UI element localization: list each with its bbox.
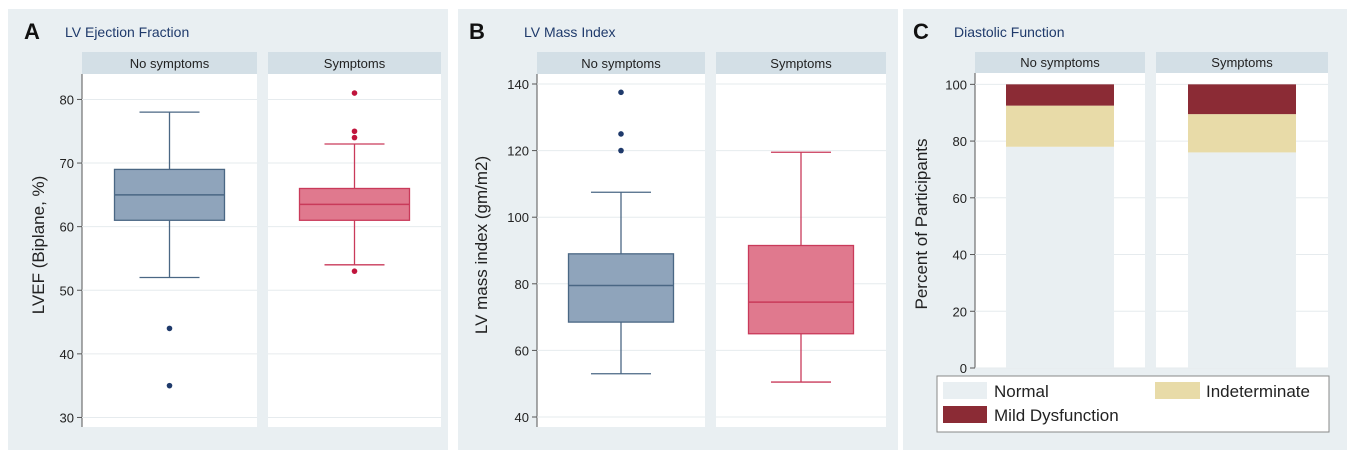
panel-a-y-tick-label: 80 <box>60 92 74 107</box>
panel-b-facet-label-symptoms: Symptoms <box>770 56 832 71</box>
panel-a-y-tick-label: 60 <box>60 220 74 235</box>
panel-c-marks <box>975 83 1328 369</box>
panel-a-y-tick-label: 30 <box>60 410 74 425</box>
panel-c-y-axis-label: Percent of Participants <box>912 138 931 309</box>
panel-c-y-tick-label: 0 <box>960 361 967 376</box>
panel-a-y-tick-label: 70 <box>60 156 74 171</box>
panel-b-marks <box>537 83 886 418</box>
stacked-bar-segment-normal <box>1188 152 1296 368</box>
box-iqr <box>567 253 675 323</box>
panel-b-y-axis: 40 60 80 100 120 140 <box>507 74 538 427</box>
panel-a-title: LV Ejection Fraction <box>65 24 189 40</box>
panel-b-y-tick-label: 40 <box>515 410 529 425</box>
panel-a-facet-label-no-symptoms: No symptoms <box>130 56 210 71</box>
stacked-bar-segment-mild-dysfunction <box>1188 84 1296 115</box>
panel-c-y-tick-label: 80 <box>953 134 967 149</box>
panel-a-facet-strip-symptoms <box>268 52 441 74</box>
panel-c-facet-label-symptoms: Symptoms <box>1211 55 1273 70</box>
outlier-point <box>351 128 358 135</box>
legend-swatch-mild-dysfunction <box>943 406 987 423</box>
panel-b-y-axis-label: LV mass index (gm/m2) <box>472 156 491 334</box>
panel-b: B LV Mass Index LV mass index (gm/m2) No… <box>458 9 898 450</box>
panel-b-y-tick-label: 140 <box>507 77 529 92</box>
legend-label-normal: Normal <box>994 382 1049 401</box>
panel-c-y-tick-label: 100 <box>945 77 967 92</box>
outlier-point <box>351 268 358 274</box>
panel-c-legend: Normal Indeterminate Mild Dysfunction <box>936 375 1330 433</box>
outlier-point <box>351 90 358 96</box>
panel-b-title: LV Mass Index <box>524 24 616 40</box>
stacked-bar-segment-normal <box>1006 146 1114 368</box>
panel-b-facet-strip-no-symptoms <box>537 52 705 74</box>
panel-c-y-axis: 0 20 40 60 80 100 <box>945 73 976 376</box>
panel-c-facet-strip-symptoms <box>1156 52 1328 73</box>
panel-a-y-tick-label: 50 <box>60 283 74 298</box>
panel-a-facet-label-symptoms: Symptoms <box>324 56 386 71</box>
stacked-bar-segment-indeterminate <box>1188 114 1296 153</box>
panel-c-letter: C <box>913 19 929 44</box>
panel-b-facet-label-no-symptoms: No symptoms <box>581 56 661 71</box>
outlier-point <box>618 89 624 96</box>
panel-c-y-tick-label: 20 <box>953 304 967 319</box>
legend-label-indeterminate: Indeterminate <box>1206 382 1310 401</box>
panel-c-title: Diastolic Function <box>954 24 1065 40</box>
outlier-point <box>618 147 624 154</box>
outlier-point <box>166 382 173 389</box>
panel-c: C Diastolic Function Percent of Particip… <box>903 9 1347 450</box>
legend-box <box>936 375 1330 433</box>
legend-swatch-normal <box>943 382 987 399</box>
legend-swatch-indeterminate <box>1155 382 1200 399</box>
panel-b-letter: B <box>469 19 485 44</box>
box-iqr <box>747 244 855 335</box>
panel-c-facet-label-no-symptoms: No symptoms <box>1020 55 1100 70</box>
panel-a-y-axis-label: LVEF (Biplane, %) <box>29 176 48 315</box>
panel-b-y-tick-label: 60 <box>515 343 529 358</box>
outlier-point <box>351 134 358 141</box>
stacked-bar-segment-indeterminate <box>1006 105 1114 147</box>
panel-b-y-tick-label: 100 <box>507 210 529 225</box>
outlier-point <box>166 325 173 332</box>
panel-c-facet-strip-no-symptoms <box>975 52 1145 73</box>
panel-a-letter: A <box>24 19 40 44</box>
panel-c-y-tick-label: 60 <box>953 191 967 206</box>
panel-b-y-tick-label: 120 <box>507 144 529 159</box>
legend-label-mild-dysfunction: Mild Dysfunction <box>994 406 1119 425</box>
panel-a-y-tick-label: 40 <box>60 347 74 362</box>
panel-a-facet-strip-no-symptoms <box>82 52 257 74</box>
panel-b-facet-strip-symptoms <box>716 52 886 74</box>
panel-b-y-tick-label: 80 <box>515 277 529 292</box>
stacked-bar-segment-mild-dysfunction <box>1006 84 1114 106</box>
panel-c-y-tick-label: 40 <box>953 248 967 263</box>
panel-a-y-axis: 30 40 50 60 70 80 <box>60 74 83 427</box>
panel-a: A LV Ejection Fraction LVEF (Biplane, %)… <box>8 9 448 450</box>
panel-a-marks <box>82 90 441 418</box>
outlier-point <box>618 131 624 137</box>
